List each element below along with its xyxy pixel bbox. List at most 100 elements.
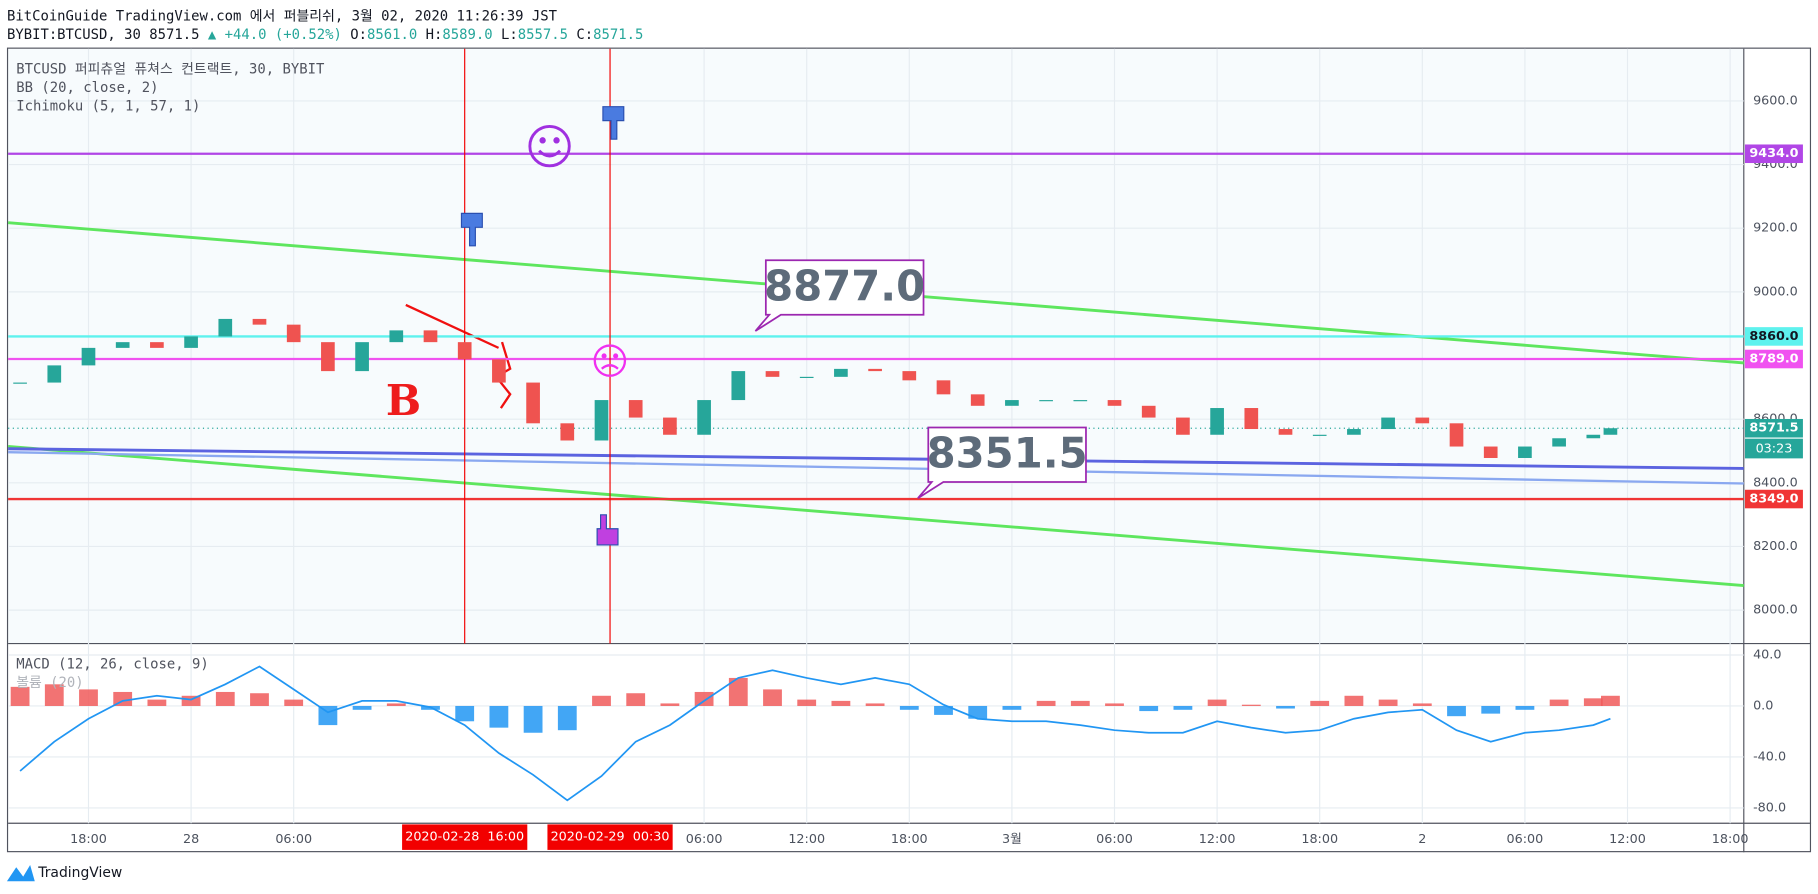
y-tick-label: 9600.0 xyxy=(1753,93,1798,108)
candle xyxy=(834,368,848,377)
histogram-bar xyxy=(626,693,646,706)
candle xyxy=(150,342,164,348)
macd-line xyxy=(19,665,1611,802)
x-tick-label: 18:00 xyxy=(891,832,928,847)
y-tick-label: -80.0 xyxy=(1753,800,1786,815)
histogram-bar xyxy=(215,691,235,706)
x-tick-label: 3월 xyxy=(1002,832,1022,847)
candle xyxy=(526,382,540,424)
callout xyxy=(754,259,925,332)
histogram-bar xyxy=(831,700,851,706)
candle xyxy=(765,371,780,377)
histogram-bar xyxy=(1344,695,1364,706)
x-tick-label: 06:00 xyxy=(1096,832,1133,847)
candle xyxy=(1210,408,1224,435)
candle xyxy=(697,400,711,435)
histogram-bar xyxy=(1549,699,1569,706)
candle xyxy=(628,400,643,418)
candle xyxy=(81,347,96,366)
histogram-bar xyxy=(523,705,543,733)
symbol-line: BYBIT:BTCUSD, 30 8571.5 ▲ +44.0 (+0.52%)… xyxy=(7,27,643,43)
histogram-bar xyxy=(1481,705,1501,714)
histogram-bar xyxy=(147,699,167,706)
trend-line xyxy=(8,451,1744,485)
candle xyxy=(902,371,917,381)
footer-text: TradingView xyxy=(37,865,122,881)
price-label-bg xyxy=(1744,349,1803,369)
countdown-label: 03:23 xyxy=(1756,442,1793,457)
histogram-bar xyxy=(1515,705,1535,710)
histogram-bar xyxy=(1036,700,1056,706)
histogram-bar xyxy=(1105,703,1124,706)
x-tick-label: 12:00 xyxy=(1609,832,1646,847)
candle xyxy=(1347,429,1361,435)
x-tick-label: 18:00 xyxy=(70,832,107,847)
x-tick-label: 18:00 xyxy=(1712,832,1749,847)
candle xyxy=(1107,400,1122,406)
price-label-bg xyxy=(1744,489,1803,509)
ohlc-key: O: xyxy=(350,27,367,43)
footer-logo: TradingView xyxy=(6,864,122,882)
candle xyxy=(560,423,575,441)
histogram-bar xyxy=(44,684,64,706)
candle xyxy=(423,330,438,343)
candle xyxy=(1415,417,1430,424)
last: 8571.5 xyxy=(149,27,199,43)
published-line: BitCoinGuide TradingView.com 에서 퍼블리쉬, 3월… xyxy=(7,8,558,24)
legend-item: BTCUSD 퍼피츄얼 퓨쳐스 컨트랙트, 30, BYBIT xyxy=(16,62,325,78)
candle xyxy=(868,368,882,372)
histogram-bar xyxy=(763,689,782,706)
candle xyxy=(1278,429,1293,435)
histogram-bar xyxy=(1241,704,1261,706)
time-label-bg xyxy=(547,824,673,850)
histogram-bar xyxy=(250,693,269,706)
candle xyxy=(1244,408,1259,430)
time-label: 2020-02-28 16:00 xyxy=(405,830,524,845)
smiley-icon xyxy=(528,124,571,168)
candle xyxy=(252,318,267,325)
logo-icon xyxy=(6,864,35,882)
main-pane xyxy=(8,48,1744,644)
histogram-bar xyxy=(694,691,714,706)
histogram-bar xyxy=(557,705,577,731)
price-label-bg xyxy=(1744,327,1803,346)
candle xyxy=(1005,400,1019,406)
price-label: 8789.0 xyxy=(1749,352,1798,367)
y-tick-label: 8200.0 xyxy=(1753,539,1798,554)
x-tick-label: 2 xyxy=(1418,832,1426,847)
histogram-bar xyxy=(1601,695,1620,706)
x-tick-label: 06:00 xyxy=(686,832,723,847)
histogram-bar xyxy=(899,705,919,710)
histogram-bar xyxy=(1173,705,1193,710)
macd-title: MACD (12, 26, close, 9) xyxy=(16,656,209,672)
ohlc-key: C: xyxy=(576,27,593,43)
change: ▲ +44.0 (+0.52%) xyxy=(208,27,342,43)
histogram-bar xyxy=(934,705,953,715)
y-tick-label: 8000.0 xyxy=(1753,603,1798,618)
histogram-bar xyxy=(352,705,372,710)
y-tick-label: 8400.0 xyxy=(1753,475,1798,490)
x-tick-label: 06:00 xyxy=(1507,832,1544,847)
symbol: BYBIT:BTCUSD, 30 xyxy=(7,27,141,43)
candle xyxy=(1552,438,1566,447)
price-label: 8349.0 xyxy=(1749,492,1798,507)
callout-label: 8877.0 xyxy=(764,261,925,310)
last-price-label: 8571.5 xyxy=(1749,421,1798,436)
price-label: 8860.0 xyxy=(1749,329,1798,344)
candle xyxy=(457,342,472,360)
time-label: 2020-02-29 00:30 xyxy=(551,830,670,845)
histogram-bar xyxy=(797,699,817,706)
x-tick-label: 12:00 xyxy=(1199,832,1236,847)
histogram-bar xyxy=(1139,705,1159,712)
callout xyxy=(917,426,1087,499)
candle xyxy=(492,359,506,383)
candle xyxy=(286,324,301,343)
last-price-bg xyxy=(1744,418,1803,438)
y-tick-label: 40.0 xyxy=(1753,647,1781,662)
histogram-bar xyxy=(10,686,30,706)
candle xyxy=(1603,428,1618,435)
candle xyxy=(1073,400,1088,402)
candle xyxy=(389,330,404,343)
candle xyxy=(936,380,951,395)
frame xyxy=(6,47,1812,853)
